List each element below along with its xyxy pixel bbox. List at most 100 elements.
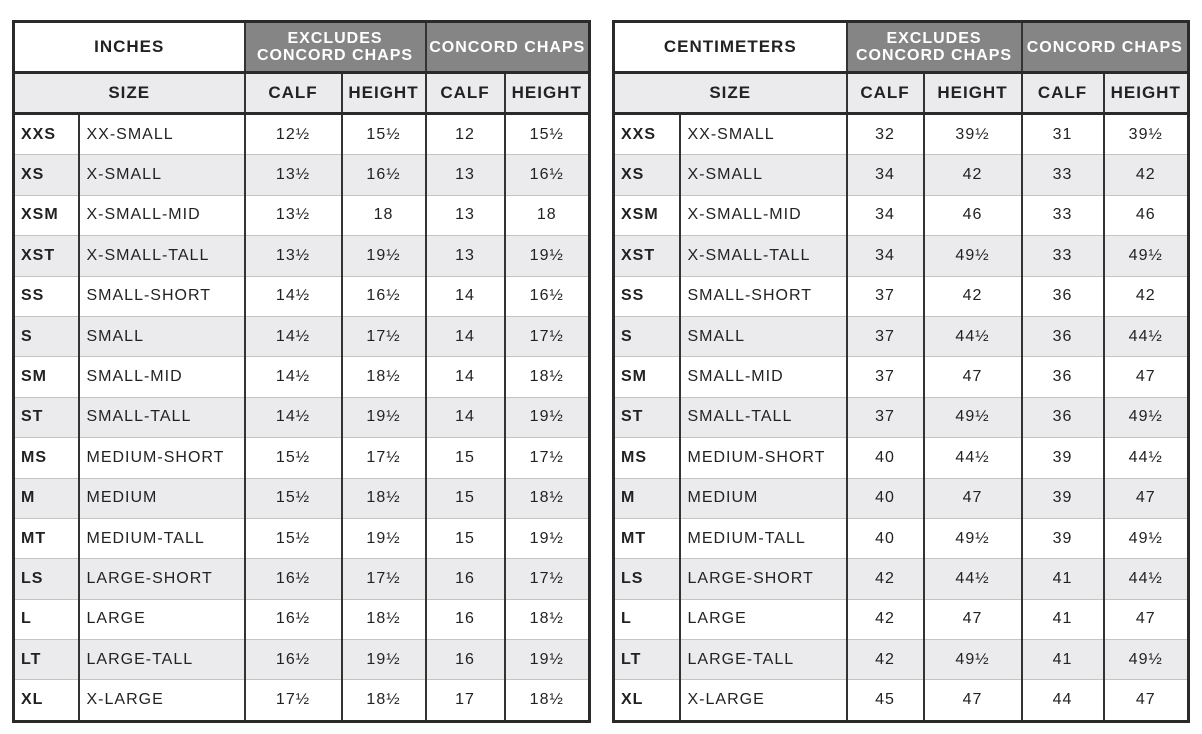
size-row: XSM X-SMALL-MID 13½ 18 13 18 [12,194,591,236]
size-code: LT [612,639,681,680]
measurement: 15 [424,517,506,559]
measurement: 33 [1020,154,1105,196]
size-row: S SMALL 37 44½ 36 44½ [612,315,1190,357]
measurement: 18 [503,194,591,236]
size-name: X-SMALL-TALL [77,235,246,277]
size-name: SMALL-MID [678,356,848,398]
measurement: 47 [1102,598,1190,640]
size-name: MEDIUM-TALL [678,517,848,559]
measurement: 47 [922,356,1023,398]
size-row: ST SMALL-TALL 14½ 19½ 14 19½ [12,396,591,438]
header-row: INCHES EXCLUDES CONCORD CHAPS CONCORD CHAP… [12,21,591,74]
size-name: SMALL-SHORT [77,275,246,317]
measurement: 17 [424,679,506,722]
column-header: CALF [845,72,925,115]
measurement: 14½ [243,356,343,398]
size-name: MEDIUM [678,477,848,519]
measurement: 17½ [340,558,427,600]
size-code: XS [12,154,80,196]
size-name: X-SMALL-MID [77,194,246,236]
measurement: 33 [1020,235,1105,277]
size-code: SS [612,275,681,317]
measurement: 41 [1020,639,1105,680]
size-name: LARGE-TALL [678,639,848,680]
size-name: XX-SMALL [678,112,848,155]
size-name: MEDIUM-TALL [77,517,246,559]
measurement: 32 [845,112,925,155]
measurement: 19½ [503,517,591,559]
size-row: XL X-LARGE 45 47 44 47 [612,679,1190,722]
measurement: 49½ [1102,235,1190,277]
measurement: 16 [424,598,506,640]
measurement: 36 [1020,315,1105,357]
measurement: 46 [922,194,1023,236]
size-name: SMALL-TALL [678,396,848,438]
size-name: SMALL [77,315,246,357]
measurement: 15½ [503,112,591,155]
measurement: 16½ [503,154,591,196]
measurement: 37 [845,315,925,357]
measurement: 37 [845,356,925,398]
measurement: 47 [922,598,1023,640]
measurement: 45 [845,679,925,722]
size-table: INCHES EXCLUDES CONCORD CHAPS CONCORD CHAP… [12,20,591,723]
size-name: XX-SMALL [77,112,246,155]
measurement: 44½ [1102,437,1190,479]
measurement: 49½ [1102,517,1190,559]
measurement: 17½ [503,315,591,357]
size-code: XXS [612,112,681,155]
size-row: ST SMALL-TALL 37 49½ 36 49½ [612,396,1190,438]
measurement: 17½ [243,679,343,722]
measurement: 14½ [243,275,343,317]
measurement: 14 [424,356,506,398]
column-header: HEIGHT [1102,72,1190,115]
measurement: 34 [845,154,925,196]
measurement: 15½ [243,437,343,479]
size-code: XSM [612,194,681,236]
column-header: HEIGHT [922,72,1023,115]
measurement: 41 [1020,558,1105,600]
measurement: 40 [845,477,925,519]
measurement: 16 [424,639,506,680]
size-code: LT [12,639,80,680]
measurement: 44½ [1102,558,1190,600]
size-code: S [612,315,681,357]
measurement: 13½ [243,194,343,236]
size-code: MS [12,437,80,479]
measurement: 44½ [1102,315,1190,357]
size-code: XST [612,235,681,277]
group-header: CONCORD CHAPS [1020,21,1190,74]
measurement: 37 [845,396,925,438]
measurement: 15½ [243,477,343,519]
size-code: MS [612,437,681,479]
size-row: LT LARGE-TALL 42 49½ 41 49½ [612,639,1190,680]
size-row: XXS XX-SMALL 32 39½ 31 39½ [612,112,1190,155]
measurement: 42 [922,275,1023,317]
measurement: 47 [1102,679,1190,722]
size-name: LARGE-SHORT [77,558,246,600]
measurement: 42 [845,558,925,600]
measurement: 16½ [340,154,427,196]
measurement: 19½ [340,235,427,277]
measurement: 15½ [243,517,343,559]
measurement: 42 [845,639,925,680]
subheader-row: SIZE CALF HEIGHT CALF HEIGHT [12,72,591,115]
measurement: 17½ [503,558,591,600]
size-row: L LARGE 16½ 18½ 16 18½ [12,598,591,640]
size-code: ST [12,396,80,438]
measurement: 14 [424,275,506,317]
measurement: 14½ [243,396,343,438]
measurement: 46 [1102,194,1190,236]
size-code: L [12,598,80,640]
measurement: 44½ [922,315,1023,357]
column-header: CALF [1020,72,1105,115]
size-row: XL X-LARGE 17½ 18½ 17 18½ [12,679,591,722]
size-name: LARGE-TALL [77,639,246,680]
size-name: X-SMALL [678,154,848,196]
size-code: L [612,598,681,640]
size-code: XL [12,679,80,722]
measurement: 18½ [340,679,427,722]
size-name: SMALL-SHORT [678,275,848,317]
header-row: CENTIMETERS EXCLUDES CONCORD CHAPS CONCORD… [612,21,1190,74]
